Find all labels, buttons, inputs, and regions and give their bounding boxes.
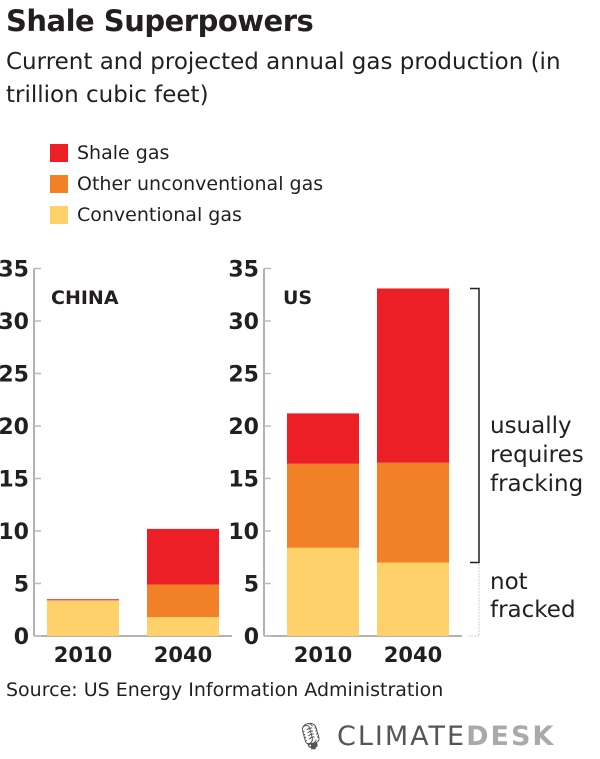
legend-item-shale: Shale gas <box>50 137 323 168</box>
bar-segment-conventional-gas <box>147 617 219 636</box>
annotation-fracking: requires <box>490 442 584 468</box>
legend: Shale gas Other unconventional gas Conve… <box>50 137 323 230</box>
bar-segment-conventional-gas <box>377 562 449 636</box>
y-tick-label: 10 <box>228 520 259 545</box>
bar-segment-shale-gas <box>147 528 219 585</box>
legend-item-conventional: Conventional gas <box>50 199 323 230</box>
bar-segment-other-unconventional-gas <box>147 584 219 618</box>
y-tick-label: 25 <box>228 363 259 388</box>
legend-label: Conventional gas <box>77 203 242 226</box>
chart-title: Shale Superpowers <box>6 4 314 38</box>
annotation-fracking: usually <box>490 413 572 439</box>
logo-text: CLIMATE <box>337 721 467 752</box>
legend-swatch <box>50 205 68 224</box>
bar-segment-shale-gas <box>47 599 119 601</box>
y-tick-label: 25 <box>0 363 29 388</box>
legend-label: Other unconventional gas <box>77 172 324 195</box>
y-tick-label: 30 <box>228 310 259 335</box>
bar-segment-other-unconventional-gas <box>377 462 449 563</box>
y-tick-label: 0 <box>244 625 259 650</box>
y-tick-label: 0 <box>14 625 29 650</box>
x-tick-label: 2010 <box>54 643 112 667</box>
y-tick-label: 20 <box>228 415 259 440</box>
bar-segment-other-unconventional-gas <box>287 463 359 548</box>
x-tick-label: 2010 <box>294 643 352 667</box>
legend-item-other: Other unconventional gas <box>50 168 323 199</box>
climate-desk-logo: 🎙 CLIMATE DESK <box>294 721 555 752</box>
y-tick-label: 15 <box>228 468 259 493</box>
y-tick-label: 5 <box>244 573 259 598</box>
x-tick-label: 2040 <box>384 643 442 667</box>
panel-label: CHINA <box>51 287 119 309</box>
bar-segment-conventional-gas <box>47 600 119 636</box>
annotation-not-fracked: not <box>490 569 528 595</box>
legend-label: Shale gas <box>77 141 170 164</box>
y-tick-label: 35 <box>228 258 259 283</box>
plot-area: 0 5 10 15 20 25 30 35 CHINA 2010 2040 0 5 10 15 20 25 30 3… <box>0 258 584 668</box>
annotation-not-fracked: fracked <box>490 597 576 623</box>
bar-segment-shale-gas <box>377 288 449 463</box>
bracket-not-fracked <box>468 564 480 637</box>
source-note: Source: US Energy Information Administra… <box>6 679 444 701</box>
microphone-icon: 🎙 <box>294 721 330 752</box>
y-tick-label: 30 <box>0 310 29 335</box>
y-tick-label: 5 <box>14 573 29 598</box>
y-tick-label: 10 <box>0 520 29 545</box>
y-tick-label: 35 <box>0 258 29 283</box>
y-tick-label: 20 <box>0 415 29 440</box>
bracket-fracking <box>470 287 480 564</box>
panel-label: US <box>283 287 312 309</box>
legend-swatch <box>50 174 68 193</box>
y-tick-label: 15 <box>0 468 29 493</box>
legend-swatch <box>50 143 68 162</box>
chart-subtitle: Current and projected annual gas product… <box>6 49 561 108</box>
bar-segment-shale-gas <box>287 413 359 464</box>
annotation-fracking: fracking <box>490 471 583 497</box>
bar-segment-conventional-gas <box>287 547 359 636</box>
x-tick-label: 2040 <box>154 643 212 667</box>
logo-text-bold: DESK <box>466 721 556 752</box>
